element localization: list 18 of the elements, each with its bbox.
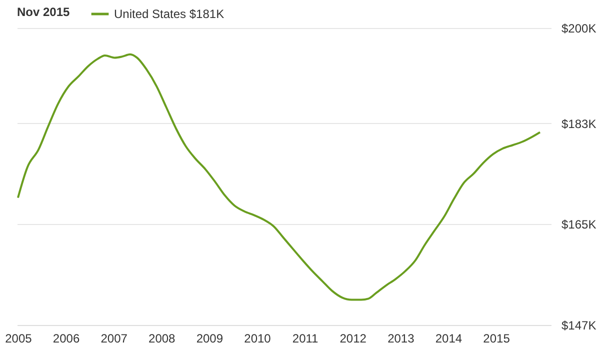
x-tick-label: 2006 [52, 332, 80, 346]
x-tick-label: 2012 [340, 332, 367, 346]
y-tick-label: $200K [562, 22, 596, 36]
x-tick-label: 2010 [244, 332, 272, 346]
legend-label: United States $181K [114, 7, 224, 21]
x-tick-label: 2009 [196, 332, 224, 346]
y-tick-label: $165K [562, 218, 596, 232]
line-series [16, 53, 542, 301]
y-tick-label: $147K [562, 318, 596, 332]
x-tick-label: 2005 [5, 332, 32, 346]
x-tick-label: 2008 [148, 332, 176, 346]
x-tick-label: 2013 [388, 332, 415, 346]
x-tick-label: 2015 [483, 332, 510, 346]
x-tick-label: 2014 [435, 332, 462, 346]
x-tick-label: 2011 [292, 332, 319, 346]
x-tick-label: 2007 [100, 332, 128, 346]
legend-title: Nov 2015 [17, 5, 70, 19]
y-tick-label: $183K [562, 116, 596, 131]
